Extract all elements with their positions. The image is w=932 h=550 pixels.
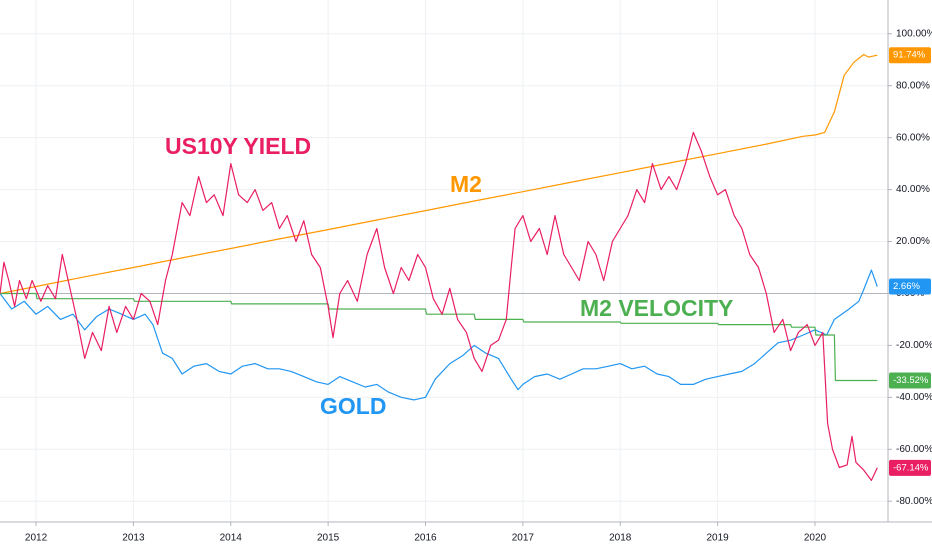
value-label-box (889, 459, 931, 476)
x-tick-label: 2018 (609, 533, 632, 544)
value-label-box (889, 372, 931, 389)
series-label: US10Y YIELD (165, 133, 311, 159)
x-tick-label: 2012 (25, 533, 48, 544)
y-tick-label: -20.00% (896, 340, 932, 351)
grid (0, 0, 888, 522)
lines: M2 GOLD M2 VELOCITY US10Y YIELD (0, 53, 878, 481)
value-label: -67.14% (893, 462, 929, 473)
series-line (0, 269, 878, 401)
y-tick-label: 80.00% (896, 80, 930, 91)
series-line (0, 53, 878, 295)
y-tick-label: 40.00% (896, 184, 930, 195)
x-tick-label: 2013 (122, 533, 145, 544)
series-label: M2 VELOCITY (580, 295, 733, 321)
axis-labels: 100.00%80.00%60.00%40.00%20.00%0.00%-20.… (25, 28, 932, 543)
value-label-box (889, 278, 931, 295)
x-tick-label: 2016 (414, 533, 437, 544)
y-tick-label: 20.00% (896, 236, 930, 247)
value-label: 2.66% (893, 281, 920, 292)
value-label-box (889, 47, 931, 64)
value-label: 91.74% (893, 50, 926, 61)
x-tick-label: 2017 (512, 533, 535, 544)
y-tick-label: 100.00% (896, 28, 932, 39)
series-label: GOLD (320, 393, 386, 419)
y-tick-label: -40.00% (896, 392, 932, 403)
y-tick-label: 60.00% (896, 132, 930, 143)
x-tick-label: 2020 (804, 533, 827, 544)
series-line (0, 131, 878, 481)
series-label: M2 (450, 171, 482, 197)
value-label: -33.52% (893, 375, 929, 386)
x-tick-label: 2014 (220, 533, 243, 544)
x-tick-label: 2015 (317, 533, 340, 544)
x-tick-label: 2019 (706, 533, 729, 544)
y-tick-label: -60.00% (896, 444, 932, 455)
y-tick-label: -80.00% (896, 496, 932, 507)
